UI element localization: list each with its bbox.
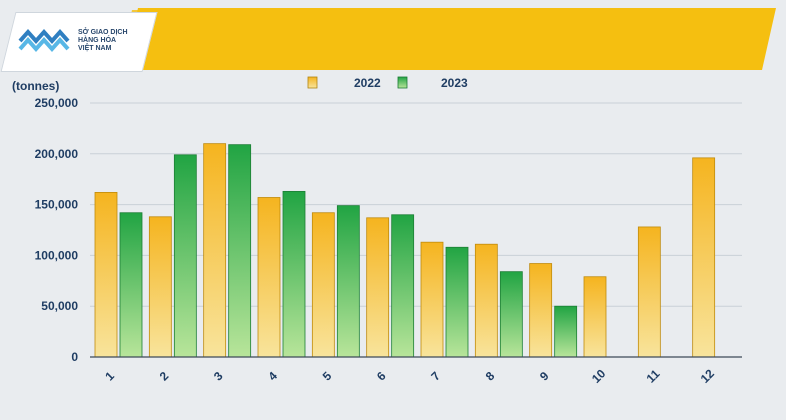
bar-2023-4 [282,190,306,358]
x-tick-label: 2 [157,369,172,384]
bar-2022-11 [637,226,661,358]
bar-2023-2 [173,154,197,358]
y-tick-labels: 0 50,000 100,000 150,000 200,000 250,000 [35,96,79,364]
logo: SỞ GIAO DỊCH HÀNG HÓA VIỆT NAM [8,12,148,70]
bar-2022-2 [148,216,172,358]
legend-label-2023: 2023 [441,76,468,90]
x-tick-label: 6 [374,369,389,384]
bar-2023-1 [119,212,143,358]
y-tick-label: 150,000 [35,198,79,212]
bar-2022-6 [366,217,390,358]
x-tick-label: 3 [211,369,226,384]
logo-line-1: SỞ GIAO DỊCH [78,29,128,36]
x-tick-label: 4 [265,369,280,384]
logo-mark-icon [18,28,70,53]
x-tick-label: 7 [428,369,443,384]
logo-line-3: VIỆT NAM [78,45,112,52]
x-tick-label: 5 [320,369,335,384]
bar-2022-12 [692,157,716,358]
x-tick-label: 8 [483,369,498,384]
legend: 2022 2023 [307,76,468,90]
x-tick-label: 12 [698,366,718,386]
bar-2023-5 [336,205,360,358]
y-tick-label: 0 [71,350,78,364]
x-tick-label: 10 [589,366,609,386]
y-unit-label: (tonnes) [12,79,59,93]
bar-2022-9 [529,263,553,358]
bar-2022-4 [257,197,281,358]
bar-2023-8 [499,271,523,358]
bar-2023-7 [445,246,469,358]
bar-2023-9 [554,305,578,358]
bar-2022-5 [311,212,335,358]
bar-2023-3 [228,144,252,358]
grid-layer [90,102,742,307]
y-tick-label: 200,000 [35,147,79,161]
logo-text: SỞ GIAO DỊCH HÀNG HÓA VIỆT NAM [78,29,128,53]
bar-2023-6 [391,214,415,358]
y-tick-label: 50,000 [41,299,78,313]
legend-swatch-2022 [307,76,318,89]
bar-2022-1 [94,192,118,358]
bar-2022-3 [203,143,227,358]
x-tick-label: 9 [537,369,552,384]
bars [94,143,716,358]
x-tick-labels: 1 2 3 4 5 6 7 8 9 10 11 12 [102,366,717,386]
header-banner-shape [124,8,776,70]
x-tick-label: 1 [102,369,117,384]
legend-swatch-2023 [397,76,408,89]
bar-2022-8 [474,243,498,358]
y-tick-label: 250,000 [35,96,79,110]
bar-2022-7 [420,241,444,358]
legend-label-2022: 2022 [354,76,381,90]
y-tick-label: 100,000 [35,248,79,262]
bar-2022-10 [583,276,607,358]
x-tick-label: 11 [644,367,663,386]
logo-line-2: HÀNG HÓA [78,37,117,44]
